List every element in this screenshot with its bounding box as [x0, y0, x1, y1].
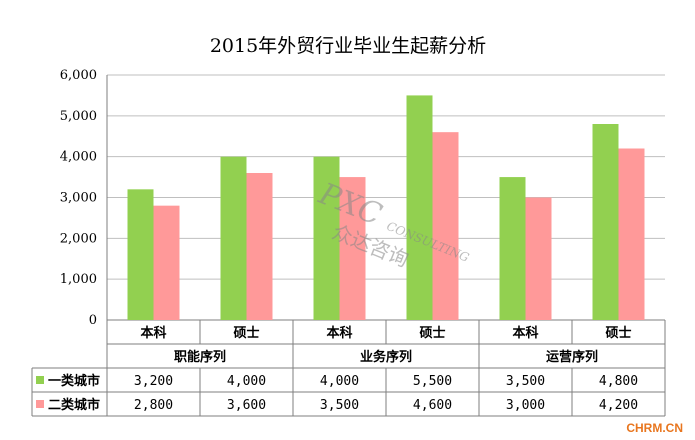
y-tick-label: 4,000: [60, 150, 97, 165]
x-tick-label: 硕士: [233, 325, 259, 341]
chart-title: 2015年外贸行业毕业生起薪分析: [210, 35, 486, 57]
data-label: 3,500: [320, 398, 359, 413]
y-tick-label: 5,000: [60, 109, 97, 124]
data-label: 5,500: [413, 374, 452, 389]
legend-label: 一类城市: [48, 373, 100, 389]
x-tick-label: 硕士: [419, 325, 445, 341]
data-label: 3,600: [227, 398, 266, 413]
bar-series1: [313, 156, 340, 320]
x-tick-label: 硕士: [605, 325, 631, 341]
data-label: 4,000: [227, 374, 266, 389]
gridlines: [106, 74, 665, 321]
bar-series2: [339, 177, 366, 320]
x-tick-label: 本科: [140, 325, 166, 341]
bar-series2: [153, 205, 180, 320]
bar-series1: [127, 189, 154, 320]
data-label: 3,200: [134, 374, 173, 389]
x-group-label: 业务序列: [360, 349, 412, 365]
bar-series2: [618, 148, 645, 320]
data-label: 3,500: [506, 374, 545, 389]
data-label: 4,600: [413, 398, 452, 413]
x-tick-label: 本科: [512, 325, 538, 341]
data-label: 2,800: [134, 398, 173, 413]
legend-swatch: [36, 376, 44, 384]
bar-series2: [246, 173, 273, 320]
x-tick-label: 本科: [326, 325, 352, 341]
bar-series1: [592, 124, 619, 320]
data-label: 4,800: [599, 374, 638, 389]
x-group-label: 职能序列: [174, 349, 226, 365]
y-tick-label: 2,000: [60, 231, 97, 246]
data-label: 3,000: [506, 398, 545, 413]
legend-swatch: [36, 400, 44, 408]
y-tick-label: 3,000: [60, 191, 97, 206]
bar-series2: [525, 197, 552, 320]
y-tick-label: 0: [89, 313, 97, 328]
data-label: 4,200: [599, 398, 638, 413]
legend-label: 二类城市: [48, 397, 100, 413]
y-axis-ticks: 0 1,000 2,000 3,000 4,000 5,000 6,000: [60, 68, 97, 328]
y-tick-label: 6,000: [60, 68, 97, 83]
x-group-label: 运营序列: [546, 349, 598, 365]
bar-series2: [432, 132, 459, 320]
site-brand: CHRM.CN: [626, 421, 683, 435]
data-label: 4,000: [320, 374, 359, 389]
bar-series1: [499, 177, 526, 320]
y-tick-label: 1,000: [60, 272, 97, 287]
bar-series1: [406, 95, 433, 321]
bars: [127, 95, 645, 321]
bar-series1: [220, 156, 247, 320]
